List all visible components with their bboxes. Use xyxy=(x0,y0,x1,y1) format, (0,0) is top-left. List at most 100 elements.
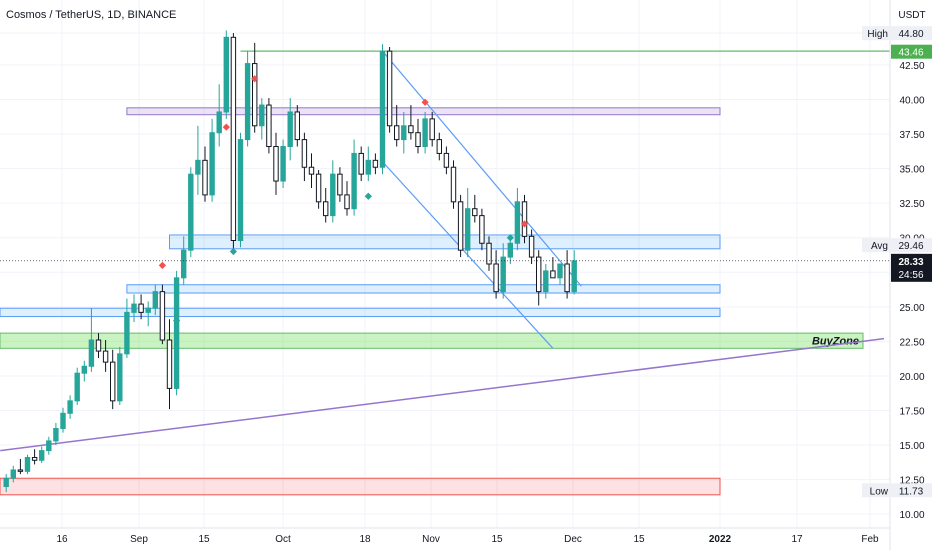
candle-63 xyxy=(450,160,457,209)
zones: BuyZone xyxy=(0,107,864,496)
price-label-low: 11.73 Low xyxy=(862,483,932,498)
candle-body-9 xyxy=(67,400,73,414)
price-tick-5: 22.50 xyxy=(899,337,924,348)
time-tick-4: 18 xyxy=(359,534,371,545)
candle-body-13 xyxy=(95,339,102,352)
candle-67 xyxy=(479,208,485,251)
candle-body-39 xyxy=(280,146,286,182)
candle-76 xyxy=(543,264,549,299)
time-tick-1: Sep xyxy=(130,534,148,545)
currency-label: USDT xyxy=(898,10,925,21)
candle-4 xyxy=(31,449,38,465)
channel-upper-line xyxy=(382,50,582,287)
time-tick-0: 16 xyxy=(56,534,68,545)
buy-zone-label: BuyZone xyxy=(812,336,859,348)
candle-body-40 xyxy=(287,111,293,148)
badge-value-1: 43.46 xyxy=(898,48,923,59)
side-label-bg-0 xyxy=(862,26,890,41)
candle-52 xyxy=(372,153,379,175)
candle-16 xyxy=(117,346,123,405)
zone-resistance-0 xyxy=(126,107,721,116)
candle-22 xyxy=(159,284,166,345)
signal-sell-4 xyxy=(251,75,259,83)
candle-body-34 xyxy=(244,63,251,141)
candle-31 xyxy=(223,30,230,119)
candle-body-14 xyxy=(102,350,109,363)
candle-body-23 xyxy=(166,339,173,389)
price-tick-0: 10.00 xyxy=(899,510,924,521)
candle-8 xyxy=(60,407,66,433)
candle-2 xyxy=(17,458,24,475)
candle-body-65 xyxy=(465,208,471,251)
candle-body-50 xyxy=(358,152,364,175)
candle-40 xyxy=(287,98,293,161)
candle-body-38 xyxy=(273,146,279,182)
signal-sell-0 xyxy=(158,261,166,269)
candle-58 xyxy=(415,118,421,154)
candle-6 xyxy=(46,436,52,455)
candle-18 xyxy=(131,294,137,323)
candle-body-25 xyxy=(181,249,187,279)
candle-body-33 xyxy=(237,139,244,242)
candle-body-69 xyxy=(493,263,499,293)
candle-body-74 xyxy=(528,235,535,258)
price-labels: 44.80 High 43.46 29.46 Avg 28.33 24:56 11.73 Low xyxy=(0,26,932,498)
candle-body-70 xyxy=(500,256,506,293)
candle-54 xyxy=(386,46,393,133)
time-tick-5: Nov xyxy=(422,534,440,545)
candle-body-45 xyxy=(323,201,329,217)
candle-body-5 xyxy=(39,450,45,461)
candle-0 xyxy=(3,474,9,493)
time-tick-7: Dec xyxy=(564,534,582,545)
candle-46 xyxy=(330,160,336,223)
badge-value-3: 28.33 xyxy=(898,257,923,268)
candle-body-8 xyxy=(60,412,66,429)
badge-value-2: 29.46 xyxy=(898,241,923,252)
badge-countdown: 24:56 xyxy=(898,270,923,281)
candle-body-28 xyxy=(202,159,208,196)
candle-body-29 xyxy=(209,132,215,196)
candle-44 xyxy=(315,170,322,209)
candle-37 xyxy=(266,98,272,154)
candle-14 xyxy=(102,340,109,372)
price-tick-11: 37.50 xyxy=(899,130,924,141)
candle-5 xyxy=(39,446,45,464)
price-tick-6: 25.00 xyxy=(899,303,924,314)
candle-56 xyxy=(401,111,407,154)
candle-70 xyxy=(500,243,506,299)
candle-body-27 xyxy=(195,159,201,175)
candle-21 xyxy=(152,284,159,316)
signal-buy-3 xyxy=(229,247,237,256)
candle-body-21 xyxy=(152,291,159,309)
candle-body-51 xyxy=(365,159,372,175)
candle-body-11 xyxy=(81,365,87,374)
candle-20 xyxy=(145,301,151,327)
candle-48 xyxy=(344,181,350,216)
candle-body-64 xyxy=(457,201,464,251)
time-axis[interactable]: 16 Sep 15 Oct 18 Nov 15 Dec 15 2022 17 Feb xyxy=(56,534,879,545)
candle-78 xyxy=(557,263,563,285)
candle-body-49 xyxy=(351,152,357,210)
candle-body-78 xyxy=(557,263,563,279)
time-tick-8: 15 xyxy=(633,534,645,545)
candle-49 xyxy=(351,139,357,216)
candle-body-22 xyxy=(159,291,166,341)
candle-38 xyxy=(273,132,279,195)
candle-72 xyxy=(514,187,521,251)
price-label-avg: 29.46 Avg xyxy=(862,238,932,253)
candle-body-44 xyxy=(315,173,322,203)
candle-body-80 xyxy=(571,260,577,293)
side-label-4: Low xyxy=(870,486,889,497)
chart-title: Cosmos / TetherUS, 1D, BINANCE xyxy=(6,9,177,21)
candle-body-41 xyxy=(294,111,301,141)
candle-body-68 xyxy=(486,242,492,265)
candle-body-75 xyxy=(536,256,542,293)
candle-68 xyxy=(486,236,492,271)
candle-body-20 xyxy=(145,307,151,313)
candle-body-7 xyxy=(53,427,59,442)
candle-body-55 xyxy=(394,125,400,141)
candle-42 xyxy=(301,132,308,182)
candle-body-1 xyxy=(10,469,17,479)
